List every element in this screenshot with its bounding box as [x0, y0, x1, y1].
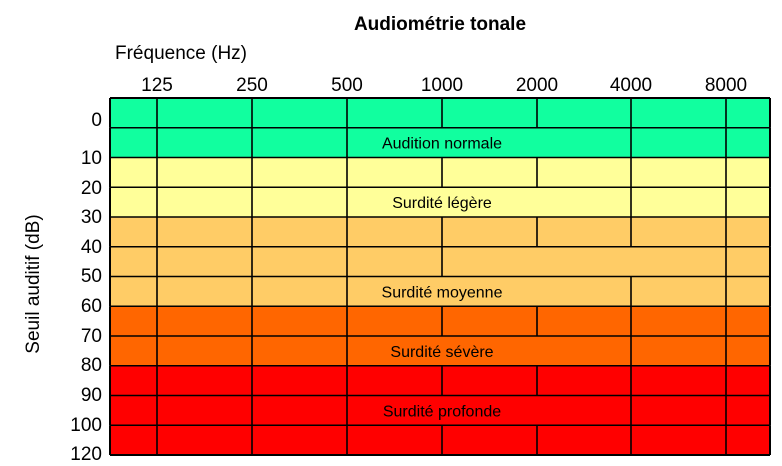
band-row — [110, 365, 770, 396]
band-row — [110, 395, 770, 426]
x-tick-label: 8000 — [705, 75, 747, 96]
y-tick-label: 100 — [70, 415, 102, 436]
y-tick-label: 120 — [70, 444, 102, 465]
band-row — [110, 336, 770, 366]
band-row — [110, 425, 770, 455]
x-tick-label: 500 — [331, 75, 363, 96]
band-label: Surdité légère — [392, 195, 492, 212]
band-row — [110, 157, 770, 188]
y-tick-label: 90 — [81, 385, 102, 406]
y-tick-label: 60 — [81, 296, 102, 317]
band-label: Surdité sévère — [390, 344, 493, 361]
band-row — [110, 217, 770, 247]
y-tick-label: 70 — [81, 326, 102, 347]
band-label: Audition normale — [382, 136, 502, 153]
x-tick-label: 4000 — [610, 75, 652, 96]
band-label: Surdité profonde — [383, 403, 501, 420]
y-axis-label: Seuil auditif (dB) — [23, 214, 44, 353]
y-tick-label: 20 — [81, 178, 102, 199]
x-axis-label: Fréquence (Hz) — [115, 43, 247, 64]
y-tick-label: 50 — [81, 266, 102, 287]
band-row — [110, 306, 770, 336]
y-tick-label: 30 — [81, 207, 102, 228]
x-tick-label: 250 — [236, 75, 268, 96]
y-tick-label: 80 — [81, 355, 102, 376]
x-tick-label: 1000 — [421, 75, 463, 96]
band-row — [110, 98, 770, 128]
band-row — [110, 246, 770, 277]
chart-title: Audiométrie tonale — [354, 14, 526, 35]
y-tick-label: 10 — [81, 148, 102, 169]
band-label: Surdité moyenne — [382, 284, 503, 301]
y-tick-label: 40 — [81, 237, 102, 258]
band-row — [110, 127, 770, 158]
band-row — [110, 276, 770, 307]
x-tick-label: 125 — [141, 75, 173, 96]
x-tick-label: 2000 — [516, 75, 558, 96]
y-tick-label: 0 — [91, 110, 102, 131]
band-row — [110, 187, 770, 217]
